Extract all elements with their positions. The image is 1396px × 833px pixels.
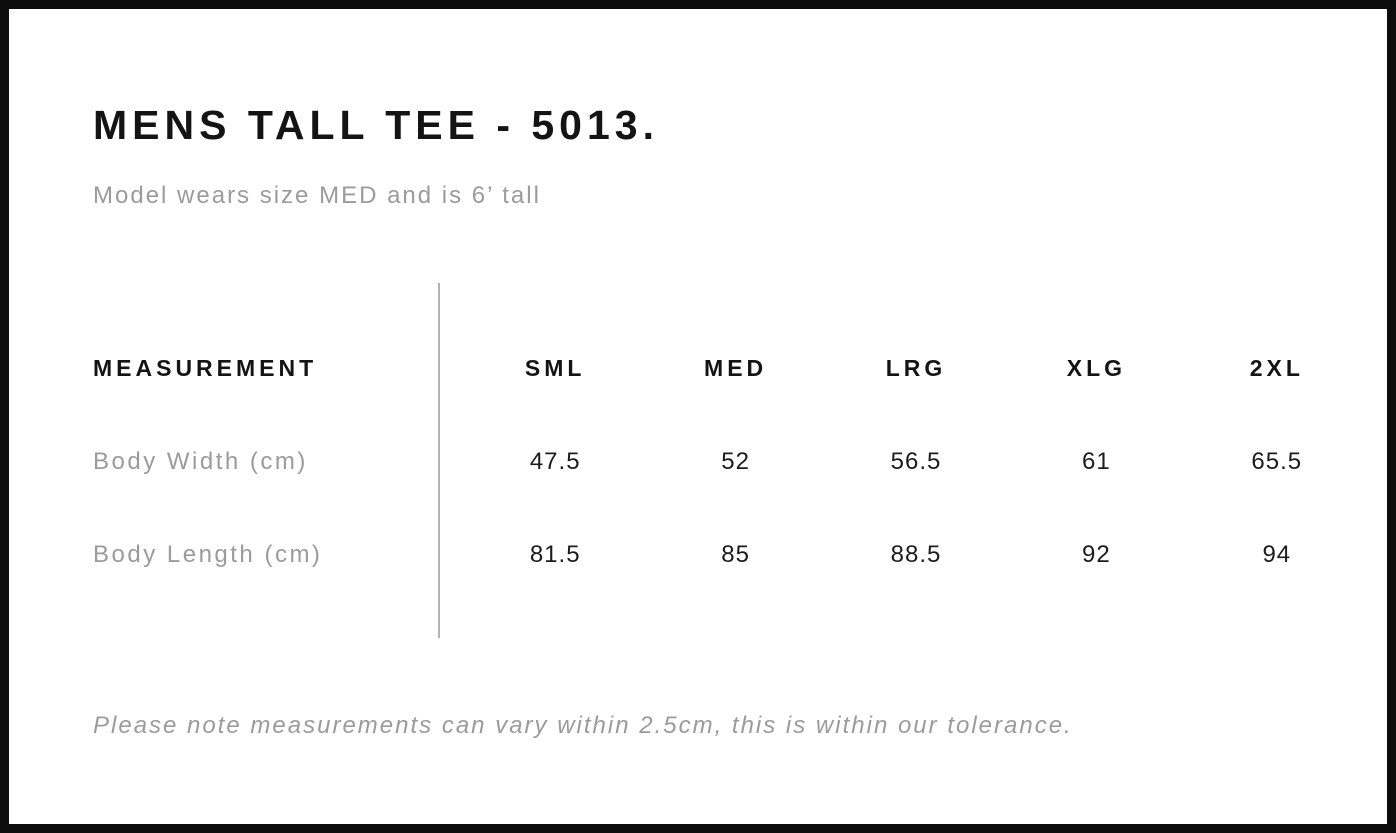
cell-body-width-xlg: 61 (1082, 447, 1111, 475)
cell-body-width-lrg: 56.5 (890, 447, 942, 475)
cell-body-length-xlg: 92 (1082, 540, 1111, 568)
column-header-xlg: XLG (1066, 355, 1127, 381)
column-header-sml: SML (524, 355, 586, 381)
cell-body-width-med: 52 (721, 447, 750, 475)
table-column-divider (438, 283, 440, 638)
column-header-measurement: MEASUREMENT (93, 355, 318, 381)
cell-body-length-med: 85 (721, 540, 750, 568)
model-size-info: Model wears size MED and is 6’ tall (93, 182, 541, 209)
size-chart-table: MEASUREMENT SML MED LRG XLG 2XL Body Wid… (93, 322, 1367, 601)
cell-body-width-sml: 47.5 (529, 447, 581, 475)
page-title: MENS TALL TEE - 5013. (93, 102, 659, 148)
cell-body-length-sml: 81.5 (529, 540, 581, 568)
row-label-body-width: Body Width (cm) (93, 447, 308, 475)
column-header-2xl: 2XL (1249, 355, 1304, 381)
row-label-body-length: Body Length (cm) (93, 540, 323, 568)
cell-body-width-2xl: 65.5 (1251, 447, 1303, 475)
cell-body-length-2xl: 94 (1262, 540, 1292, 568)
cell-body-length-lrg: 88.5 (890, 540, 942, 568)
column-header-lrg: LRG (885, 355, 947, 381)
column-header-med: MED (704, 355, 768, 381)
tolerance-note: Please note measurements can vary within… (93, 712, 1073, 739)
